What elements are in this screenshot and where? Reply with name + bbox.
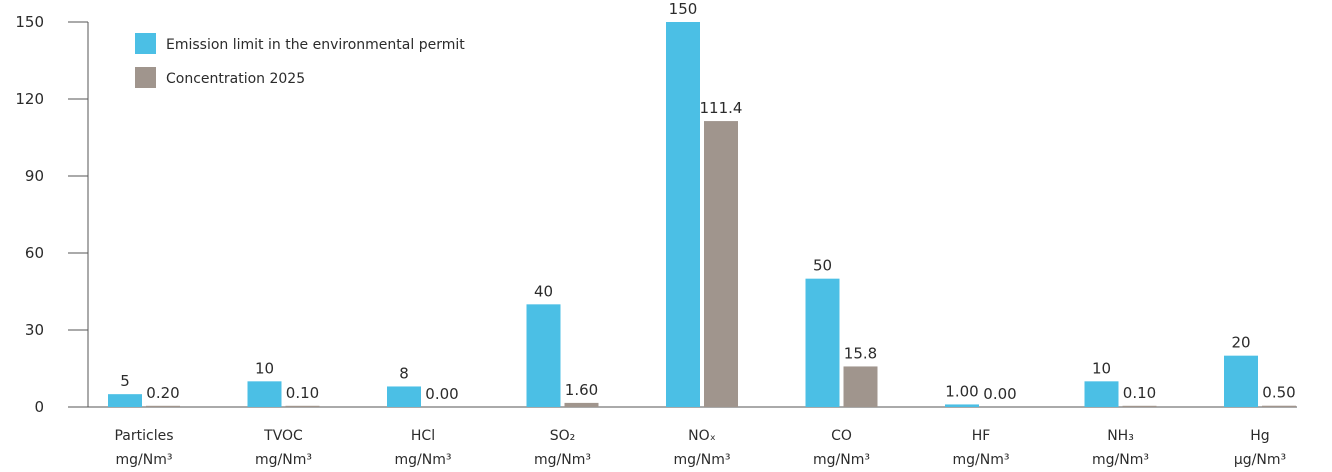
data-label: 0.00 <box>983 385 1016 403</box>
legend: Emission limit in the environmental perm… <box>135 33 465 88</box>
bars: 5 0.20 10 0.10 8 0.00 40 1.60 150 111.4 50 15.8 1.00… <box>108 0 1296 407</box>
y-tick-label: 30 <box>25 321 44 339</box>
y-tick-label: 0 <box>34 398 44 416</box>
category-unit: mg/Nm³ <box>953 452 1010 468</box>
concentration-bar <box>843 366 878 407</box>
data-label: 15.8 <box>844 344 877 362</box>
data-label: 111.4 <box>700 99 743 117</box>
concentration-bar <box>146 405 180 407</box>
data-label: 0.00 <box>425 385 458 403</box>
limit-bar <box>1084 381 1119 407</box>
category-label: HF <box>972 428 991 444</box>
concentration-bar <box>704 121 738 407</box>
limit-bar <box>526 304 561 407</box>
data-label: 5 <box>120 372 130 390</box>
category-unit: mg/Nm³ <box>674 452 731 468</box>
category-unit: mg/Nm³ <box>813 452 870 468</box>
concentration-bar <box>285 405 320 407</box>
category-label: NOₓ <box>688 428 716 444</box>
category-unit: mg/Nm³ <box>1092 452 1149 468</box>
category-unit: mg/Nm³ <box>255 452 312 468</box>
data-label: 10 <box>1092 359 1111 377</box>
concentration-bar <box>1262 405 1296 407</box>
category-label: HCl <box>411 428 435 444</box>
y-tick-label: 90 <box>25 167 44 185</box>
category-unit: mg/Nm³ <box>534 452 591 468</box>
data-label: 20 <box>1231 334 1250 352</box>
limit-bar <box>945 404 979 407</box>
x-axis: Particles mg/Nm³ TVOC mg/Nm³ HCl mg/Nm³ SO₂ mg/… <box>88 406 1297 468</box>
data-label: 0.10 <box>1123 384 1156 402</box>
data-label: 0.50 <box>1262 384 1295 402</box>
limit-bar <box>247 381 282 407</box>
data-label: 1.60 <box>565 381 598 399</box>
y-tick-label: 120 <box>15 90 44 108</box>
data-label: 1.00 <box>945 382 978 400</box>
data-label: 10 <box>255 359 274 377</box>
limit-bar <box>805 278 840 407</box>
limit-bar <box>108 394 142 407</box>
limit-bar <box>387 386 421 407</box>
limit-bar <box>666 22 700 407</box>
category-label: TVOC <box>263 428 303 444</box>
y-tick-label: 60 <box>25 244 44 262</box>
category-label: NH₃ <box>1107 428 1134 444</box>
legend-label: Concentration 2025 <box>166 71 305 87</box>
data-label: 8 <box>399 364 409 382</box>
limit-bar <box>1224 355 1258 407</box>
y-axis: 0 30 60 90 120 150 <box>15 13 89 416</box>
category-label: SO₂ <box>550 428 576 444</box>
legend-swatch <box>135 33 156 54</box>
concentration-bar <box>1122 405 1157 407</box>
concentration-bar <box>564 402 599 407</box>
category-label: Hg <box>1250 428 1269 444</box>
data-label: 40 <box>534 282 553 300</box>
category-label: CO <box>831 428 852 444</box>
data-label: 150 <box>669 0 698 18</box>
data-label: 50 <box>813 257 832 275</box>
category-unit: mg/Nm³ <box>116 452 173 468</box>
legend-label: Emission limit in the environmental perm… <box>166 37 465 53</box>
category-label: Particles <box>114 428 173 444</box>
data-label: 0.20 <box>146 384 179 402</box>
y-tick-label: 150 <box>15 13 44 31</box>
category-unit: mg/Nm³ <box>395 452 452 468</box>
legend-swatch <box>135 67 156 88</box>
data-label: 0.10 <box>286 384 319 402</box>
category-unit: µg/Nm³ <box>1234 452 1286 468</box>
